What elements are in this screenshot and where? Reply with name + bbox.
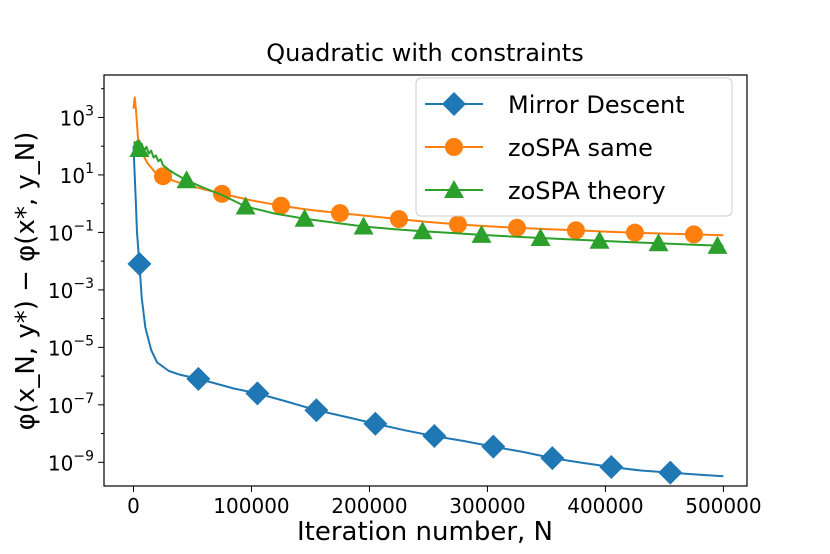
legend-items: Mirror Descent zoSPA same zoSPA theory [425, 91, 685, 205]
data-point-mirror-descent [658, 460, 683, 485]
legend-swatch-marker [445, 138, 463, 156]
data-point-mirror-descent [422, 424, 447, 449]
data-point-mirror-descent [363, 411, 388, 436]
series-line-mirror-descent [132, 146, 724, 478]
y-tick-label: 103 [60, 103, 94, 130]
data-point-zospa-theory [294, 208, 315, 227]
data-point-mirror-descent [481, 434, 506, 459]
legend-item-mirror-descent: Mirror Descent [425, 91, 685, 119]
legend-swatch-marker [444, 180, 464, 198]
data-point-mirror-descent [540, 446, 565, 471]
data-point-zospa-theory [235, 196, 256, 215]
series-mirror-descent [127, 146, 724, 485]
data-point-zospa-theory [589, 230, 610, 249]
data-point-zospa-theory [129, 138, 150, 157]
data-point-mirror-descent [127, 251, 152, 276]
data-point-zospa-same [507, 218, 526, 237]
data-point-zospa-theory [353, 216, 374, 235]
legend-label: zoSPA same [508, 134, 653, 162]
x-axis: 0 100000 200000 300000 400000 500000 [127, 486, 762, 518]
legend-item-zospa-same: zoSPA same [425, 134, 653, 162]
legend-item-zospa-theory: zoSPA theory [425, 177, 666, 205]
data-point-zospa-same [625, 223, 644, 242]
data-point-zospa-theory [530, 227, 551, 246]
y-axis-label: φ(x_N, y*) − φ(x*, y_N) [11, 132, 41, 431]
data-point-zospa-same [212, 184, 231, 203]
x-tick-label: 0 [127, 494, 140, 518]
y-axis: 10−9 10−7 10−5 10−3 10−1 101 103 [48, 88, 104, 475]
y-tick-label: 10−9 [48, 448, 94, 475]
data-point-mirror-descent [245, 381, 270, 406]
data-point-zospa-theory [412, 221, 433, 240]
legend-frame [415, 77, 733, 217]
data-point-mirror-descent [304, 398, 329, 423]
x-tick-label: 100000 [213, 494, 289, 518]
data-point-zospa-same [271, 196, 290, 215]
y-tick-label: 101 [60, 161, 94, 188]
data-point-zospa-theory [176, 170, 197, 189]
legend-swatch-marker [442, 92, 466, 116]
data-point-zospa-same [566, 221, 585, 240]
data-point-zospa-same [330, 204, 349, 223]
series-line-zospa-same [132, 96, 724, 237]
series-zospa-same [132, 96, 724, 244]
data-point-zospa-same [389, 210, 408, 229]
data-point-zospa-same [153, 167, 172, 186]
y-tick-label: 10−5 [48, 333, 94, 360]
data-point-zospa-theory [648, 233, 669, 252]
data-point-zospa-theory [707, 235, 728, 254]
x-tick-label: 400000 [567, 494, 643, 518]
series-zospa-theory [129, 138, 728, 254]
y-tick-label: 10−1 [48, 218, 94, 245]
series-layer [127, 96, 728, 485]
x-tick-label: 500000 [685, 494, 761, 518]
x-axis-label: Iteration number, N [297, 517, 553, 547]
data-point-zospa-theory [471, 224, 492, 243]
x-tick-label: 300000 [449, 494, 525, 518]
legend-label: Mirror Descent [508, 91, 685, 119]
data-point-zospa-same [684, 225, 703, 244]
legend-label: zoSPA theory [508, 177, 666, 205]
data-point-mirror-descent [599, 454, 624, 479]
y-tick-label: 10−7 [48, 391, 94, 418]
y-tick-label: 10−3 [48, 276, 94, 303]
data-point-mirror-descent [186, 366, 211, 391]
chart-title: Quadratic with constraints [266, 39, 583, 67]
plot-frame [103, 74, 748, 487]
legend: Mirror Descent zoSPA same zoSPA theory [415, 77, 733, 217]
data-point-zospa-same [448, 215, 467, 234]
x-tick-label: 200000 [331, 494, 407, 518]
